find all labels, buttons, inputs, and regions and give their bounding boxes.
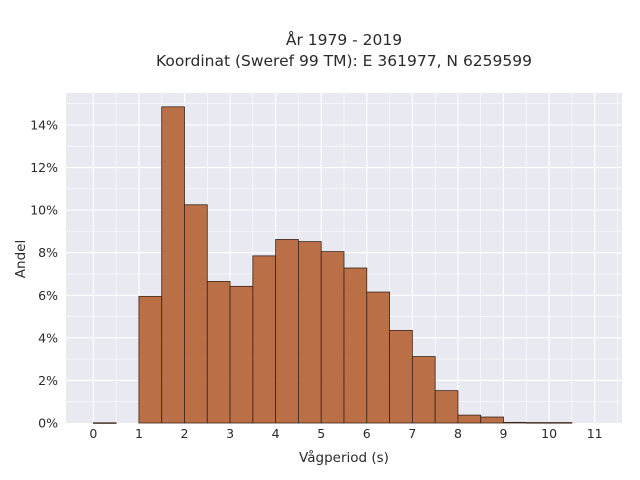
y-axis-ticks: 0% 2% 4% 6% 8% 10% 12% 14% — [30, 117, 58, 430]
histogram-bar — [366, 291, 390, 424]
y-tick-label: 4% — [38, 330, 58, 345]
histogram-bar — [92, 422, 117, 424]
histogram-bar — [298, 241, 322, 424]
histogram-bar — [548, 422, 573, 424]
x-tick-label: 1 — [135, 426, 143, 441]
histogram-bar — [252, 255, 277, 424]
y-tick-label: 2% — [38, 373, 58, 388]
histogram-bar — [343, 267, 368, 424]
histogram-bar — [206, 281, 231, 424]
histogram-bar — [275, 239, 299, 424]
histogram-bar — [434, 390, 459, 424]
x-tick-label: 5 — [317, 426, 325, 441]
x-tick-label: 7 — [408, 426, 416, 441]
histogram-bar — [184, 204, 208, 424]
histogram-bar — [503, 421, 527, 424]
y-axis-label: Andel — [13, 240, 29, 278]
histogram-bar — [411, 356, 436, 424]
histogram-bar — [229, 285, 254, 424]
x-tick-label: 4 — [272, 426, 280, 441]
x-tick-label: 0 — [89, 426, 97, 441]
y-tick-label: 14% — [30, 117, 58, 132]
histogram-bar — [161, 106, 185, 424]
y-tick-label: 12% — [30, 160, 58, 175]
x-tick-label: 9 — [500, 426, 508, 441]
histogram-bar — [525, 422, 550, 424]
x-tick-label: 6 — [363, 426, 371, 441]
y-tick-label: 10% — [30, 203, 58, 218]
histogram-bar — [138, 295, 163, 424]
x-tick-label: 10 — [541, 426, 557, 441]
x-tick-label: 8 — [454, 426, 462, 441]
y-tick-label: 6% — [38, 288, 58, 303]
histogram-bar — [389, 329, 413, 424]
bars — [92, 106, 573, 424]
x-axis-ticks: 0 1 2 3 4 5 6 7 8 9 10 11 — [89, 426, 602, 441]
x-axis-label: Vågperiod (s) — [299, 449, 389, 466]
chart-title-line1: År 1979 - 2019 — [286, 30, 402, 49]
histogram-bar — [320, 251, 345, 424]
histogram-bar — [480, 416, 504, 424]
x-tick-label: 3 — [226, 426, 234, 441]
y-tick-label: 8% — [38, 245, 58, 260]
y-tick-label: 0% — [38, 416, 58, 431]
x-tick-label: 2 — [181, 426, 189, 441]
x-tick-label: 11 — [587, 426, 603, 441]
histogram-bar — [457, 414, 482, 424]
chart-title-line2: Koordinat (Sweref 99 TM): E 361977, N 62… — [156, 52, 532, 70]
